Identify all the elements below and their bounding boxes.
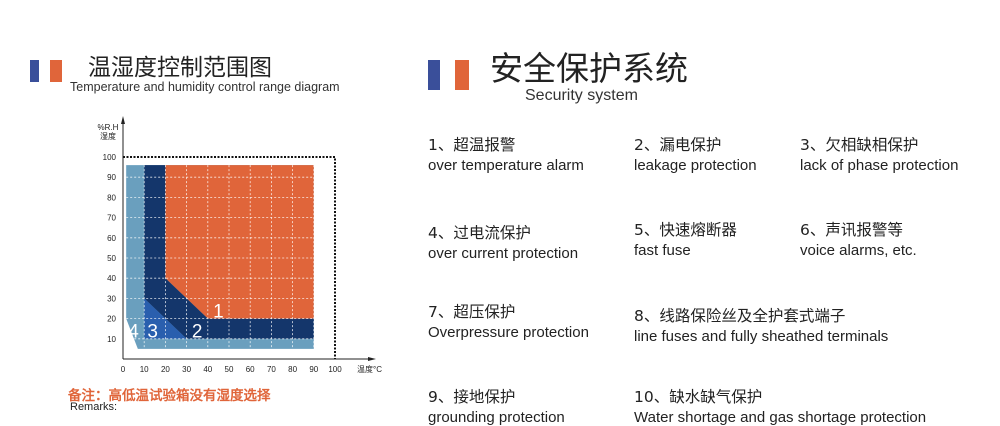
item-cn: 4、过电流保护	[428, 224, 531, 242]
item-en: Overpressure protection	[428, 324, 589, 341]
region-1	[165, 165, 314, 319]
x-axis-arrow	[368, 357, 376, 361]
orange-bar-icon	[50, 60, 62, 82]
item-cn: 3、欠相缺相保护	[800, 136, 919, 154]
y-tick-label: 10	[107, 335, 116, 344]
security-item: 10、缺水缺气保护 Water shortage and gas shortage…	[634, 385, 926, 426]
y-tick-label: 70	[107, 214, 116, 223]
x-tick-label: 100	[328, 365, 342, 374]
security-item: 3、欠相缺相保护 lack of phase protection	[800, 133, 958, 174]
y-tick-label: 20	[107, 315, 116, 324]
item-cn: 5、快速熔断器	[634, 221, 737, 239]
region-label: 1	[213, 302, 224, 323]
x-tick-label: 0	[121, 365, 126, 374]
security-item: 9、接地保护 grounding protection	[428, 385, 565, 426]
chart-section-subtitle: Temperature and humidity control range d…	[70, 80, 340, 94]
region-label: 2	[192, 322, 203, 343]
y-tick-label: 50	[107, 254, 116, 263]
item-cn: 7、超压保护	[428, 303, 516, 321]
x-tick-label: 40	[203, 365, 212, 374]
x-tick-label: 20	[161, 365, 170, 374]
region-label: 3	[147, 322, 158, 343]
item-en: lack of phase protection	[800, 157, 959, 174]
item-en: line fuses and fully sheathed terminals	[634, 328, 889, 345]
item-cn: 8、线路保险丝及全护套式端子	[634, 307, 846, 325]
blue-bar-icon	[428, 60, 440, 90]
item-en: voice alarms, etc.	[800, 242, 917, 259]
y-tick-label: 100	[103, 153, 117, 162]
y-axis-arrow	[121, 116, 125, 124]
remarks-label: Remarks:	[70, 401, 118, 413]
x-tick-label: 30	[182, 365, 191, 374]
item-cn: 1、超温报警	[428, 136, 516, 154]
x-tick-label: 60	[246, 365, 255, 374]
y-tick-label: 40	[107, 274, 116, 283]
item-en: over temperature alarm	[428, 157, 584, 174]
y-axis-label: %R.H	[98, 123, 119, 132]
y-axis-label: 湿度	[100, 131, 116, 141]
item-cn: 9、接地保护	[428, 388, 516, 406]
security-item: 7、超压保护 Overpressure protection	[428, 300, 589, 341]
x-tick-label: 80	[288, 365, 297, 374]
x-tick-label: 70	[267, 365, 276, 374]
y-tick-label: 60	[107, 234, 116, 243]
note-text: 备注：高低温试验箱没有湿度选择	[68, 388, 271, 404]
item-cn: 10、缺水缺气保护	[634, 388, 763, 406]
item-en: leakage protection	[634, 157, 757, 174]
security-item: 5、快速熔断器 fast fuse	[634, 218, 737, 259]
security-item: 4、过电流保护 over current protection	[428, 221, 578, 262]
y-tick-label: 90	[107, 173, 116, 182]
item-en: over current protection	[428, 245, 579, 262]
security-item: 8、线路保险丝及全护套式端子 line fuses and fully sheat…	[634, 304, 888, 345]
y-tick-label: 80	[107, 193, 116, 202]
dotted-limit-box	[123, 156, 336, 359]
item-en: fast fuse	[634, 242, 691, 259]
orange-bar-icon	[455, 60, 469, 90]
x-tick-label: 90	[309, 365, 318, 374]
y-tick-label: 30	[107, 294, 116, 303]
region-label: 4	[128, 322, 139, 343]
x-axis-label: 温度°C	[357, 364, 382, 374]
security-item: 1、超温报警 over temperature alarm	[428, 133, 584, 174]
region-2	[144, 165, 314, 339]
security-item: 6、声讯报警等 voice alarms, etc.	[800, 218, 917, 259]
x-tick-label: 10	[140, 365, 149, 374]
blue-bar-icon	[30, 60, 39, 82]
security-section-subtitle: Security system	[525, 87, 638, 104]
security-item: 2、漏电保护 leakage protection	[634, 133, 757, 174]
item-cn: 2、漏电保护	[634, 136, 722, 154]
x-tick-label: 50	[225, 365, 234, 374]
security-section-title: 安全保护系统	[490, 49, 688, 88]
chart-section-title: 温湿度控制范围图	[88, 55, 272, 81]
item-cn: 6、声讯报警等	[800, 221, 903, 239]
